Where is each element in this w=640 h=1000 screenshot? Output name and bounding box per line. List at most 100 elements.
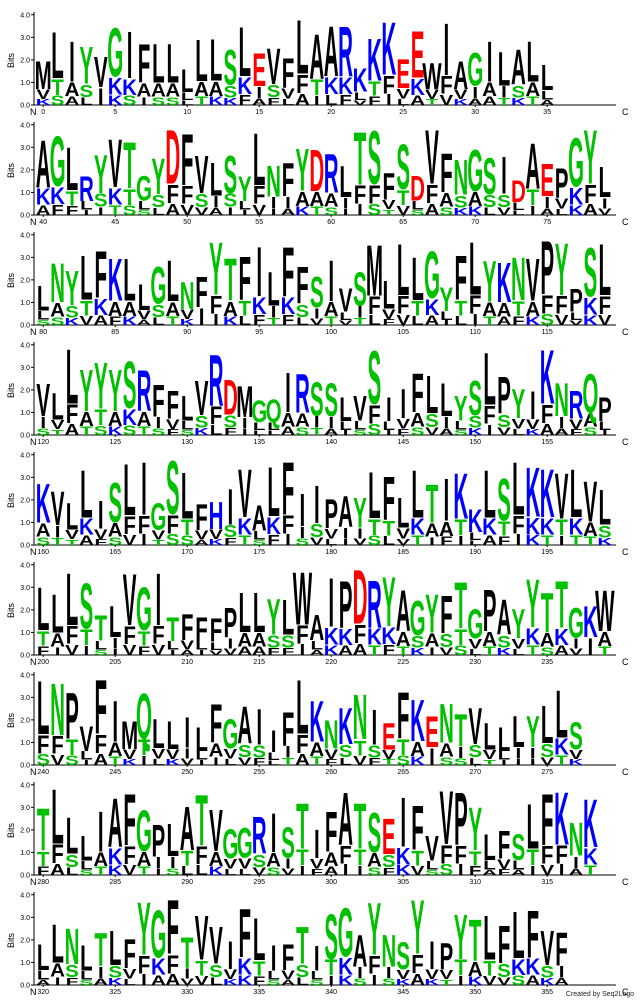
logo-letter-minor: I — [156, 855, 162, 872]
logo-letter-minor: F — [426, 180, 439, 209]
logo-letter: L — [51, 912, 64, 974]
logo-letter-minor: I — [501, 759, 507, 767]
y-tick-label: 1.0 — [20, 80, 30, 87]
logo-letter-minor: A — [266, 850, 281, 871]
logo-letter: T — [181, 929, 194, 978]
logo-letter-minor: S — [368, 421, 382, 438]
logo-letter: E — [382, 716, 396, 758]
logo-letter-minor: A — [425, 631, 440, 652]
logo-letter-minor: L — [195, 639, 208, 652]
logo-letter-minor: A — [281, 410, 296, 431]
logo-letter-minor: L — [267, 969, 280, 983]
logo-letter-minor: T — [411, 532, 424, 548]
logo-letter-minor: S — [368, 865, 382, 878]
logo-letter-minor: L — [267, 751, 280, 763]
y-tick-label: 3.0 — [20, 915, 30, 922]
y-tick-label: 1.0 — [20, 960, 30, 967]
logo-letter-minor: T — [51, 75, 64, 100]
logo-letter: V — [267, 40, 281, 96]
logo-letter: S — [584, 234, 598, 311]
x-tick-label: 10 — [183, 109, 191, 116]
logo-letter-minor: K — [425, 294, 440, 320]
logo-letter-minor: T — [51, 536, 64, 547]
logo-letter-minor: A — [252, 630, 267, 651]
logo-letter-minor: A — [540, 99, 555, 107]
logo-letter-minor: A — [36, 979, 51, 987]
logo-letter-minor: F — [210, 401, 223, 429]
logo-letter-minor: V — [440, 646, 454, 658]
logo-letter: F — [440, 142, 453, 204]
logo-letter: T — [123, 130, 136, 203]
logo-letter: Y — [152, 149, 166, 205]
logo-letter-minor: L — [195, 749, 208, 762]
logo-letter: W — [422, 54, 442, 98]
logo-letter: W — [293, 556, 312, 641]
logo-letter-minor: V — [339, 319, 354, 326]
logo-letter-minor: S — [296, 962, 310, 981]
x-tick-label: 25 — [399, 109, 407, 116]
logo-letter: I — [300, 485, 306, 537]
logo-letter-minor: F — [368, 180, 381, 209]
x-tick-label: 325 — [109, 989, 121, 996]
logo-letter-minor: I — [242, 415, 248, 432]
logo-letter-minor: L — [80, 199, 93, 212]
logo-letter: F — [541, 780, 554, 862]
x-tick-label: 310 — [469, 879, 481, 886]
logo-letter-minor: I — [386, 92, 392, 109]
logo-letter-minor: S — [252, 743, 266, 762]
logo-letter-minor: T — [584, 534, 597, 547]
logo-letter-minor: I — [588, 635, 594, 652]
logo-letter: L — [512, 898, 525, 972]
x-tick-label: 170 — [181, 549, 193, 556]
logo-letter-minor: V — [425, 426, 439, 438]
logo-letter-minor: F — [296, 70, 309, 99]
logo-letter-minor: K — [93, 294, 108, 320]
logo-letter-minor: K — [209, 538, 225, 547]
logo-letter-minor: S — [353, 429, 367, 437]
x-tick-label: 240 — [37, 769, 49, 776]
logo-letter-minor: L — [354, 90, 367, 103]
logo-letter: E — [425, 709, 439, 758]
logo-letter-minor: A — [540, 630, 555, 651]
logo-letter-minor: S — [224, 413, 238, 432]
logo-letter: V — [94, 49, 108, 98]
logo-letter: I — [98, 492, 104, 537]
logo-letter-minor: I — [199, 649, 205, 657]
logo-letter: F — [95, 238, 108, 312]
logo-letter-minor: K — [108, 976, 123, 987]
logo-letter-minor: A — [525, 298, 540, 321]
logo-letter-minor: A — [583, 200, 598, 218]
logo-letter-minor: F — [599, 291, 612, 319]
logo-letter: Y — [454, 902, 468, 973]
logo-letter-minor: V — [425, 87, 439, 102]
logo-letter-minor: V — [209, 649, 224, 657]
x-tick-label: 115 — [542, 329, 553, 336]
logo-letter-minor: F — [368, 756, 381, 767]
logo-letter-minor: T — [37, 628, 50, 651]
logo-letter: S — [396, 132, 410, 203]
logo-letter-minor: I — [530, 863, 536, 878]
logo-letter: N — [50, 252, 65, 314]
logo-letter: T — [95, 608, 108, 649]
logo-letter: I — [386, 390, 392, 429]
logo-letter: K — [468, 502, 483, 539]
logo-letter: F — [152, 377, 165, 427]
logo-letter-minor: S — [310, 521, 324, 542]
logo-letter-minor: T — [195, 957, 208, 980]
logo-letter-minor: A — [93, 750, 108, 768]
logo-letter: S — [483, 148, 497, 206]
logo-letter-minor: A — [93, 312, 108, 328]
logo-letter: A — [353, 927, 368, 977]
logo-letter-minor: V — [483, 747, 497, 762]
logo-letter-minor: I — [242, 209, 248, 217]
logo-letter: N — [353, 683, 368, 754]
logo-letter-minor: A — [151, 972, 166, 988]
logo-letter-minor: I — [357, 964, 363, 981]
logo-letter: S — [310, 269, 324, 318]
logo-letter-minor: S — [80, 979, 94, 987]
c-terminus-label: C — [622, 547, 629, 557]
logo-letter-minor: T — [455, 515, 468, 540]
logo-letter-minor: K — [583, 843, 598, 869]
logo-letter: V — [425, 830, 439, 869]
x-tick-label: 105 — [397, 329, 409, 336]
